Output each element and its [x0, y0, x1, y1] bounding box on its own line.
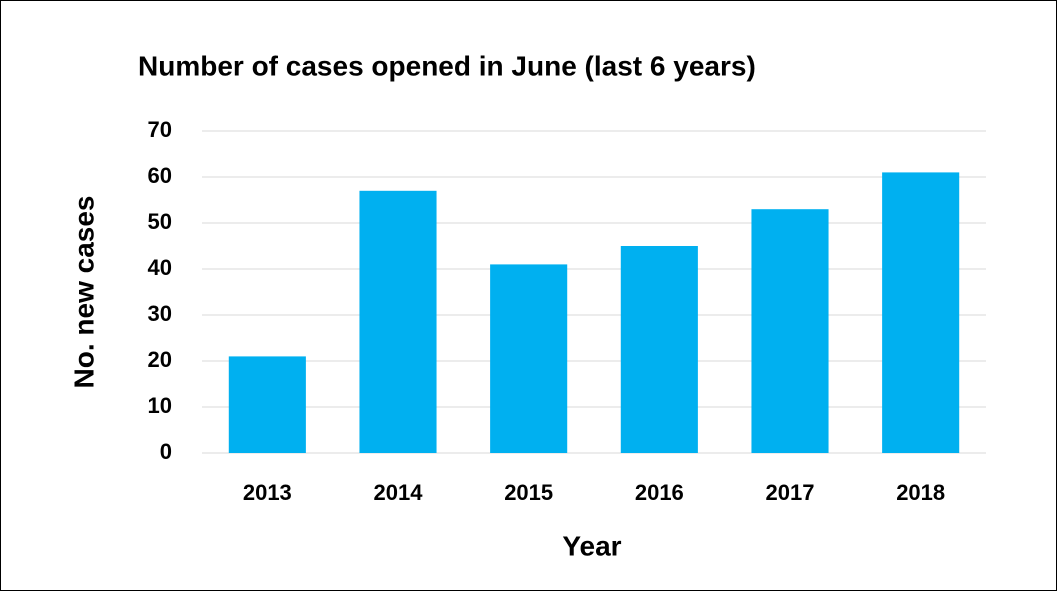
y-tick-label: 40	[148, 255, 172, 280]
bar	[359, 190, 437, 454]
x-tick-label: 2018	[896, 480, 945, 505]
bar	[490, 264, 568, 453]
x-tick-label: 2014	[374, 480, 424, 505]
y-tick-label: 70	[148, 117, 172, 142]
y-tick-label: 20	[148, 347, 172, 372]
chart-title: Number of cases opened in June (last 6 y…	[138, 50, 756, 81]
y-axis-title: No. new cases	[68, 196, 99, 389]
y-tick-label: 30	[148, 301, 172, 326]
bar	[228, 356, 306, 453]
x-tick-label: 2016	[635, 480, 684, 505]
y-tick-label: 50	[148, 209, 172, 234]
x-tick-label: 2017	[766, 480, 815, 505]
y-tick-label: 10	[148, 393, 172, 418]
x-axis-title: Year	[562, 530, 621, 561]
y-tick-label: 60	[148, 163, 172, 188]
y-tick-label: 0	[160, 439, 172, 464]
bar	[882, 172, 960, 453]
x-tick-label: 2013	[243, 480, 292, 505]
bar	[751, 209, 829, 453]
x-tick-label: 2015	[504, 480, 553, 505]
bar	[620, 246, 698, 453]
